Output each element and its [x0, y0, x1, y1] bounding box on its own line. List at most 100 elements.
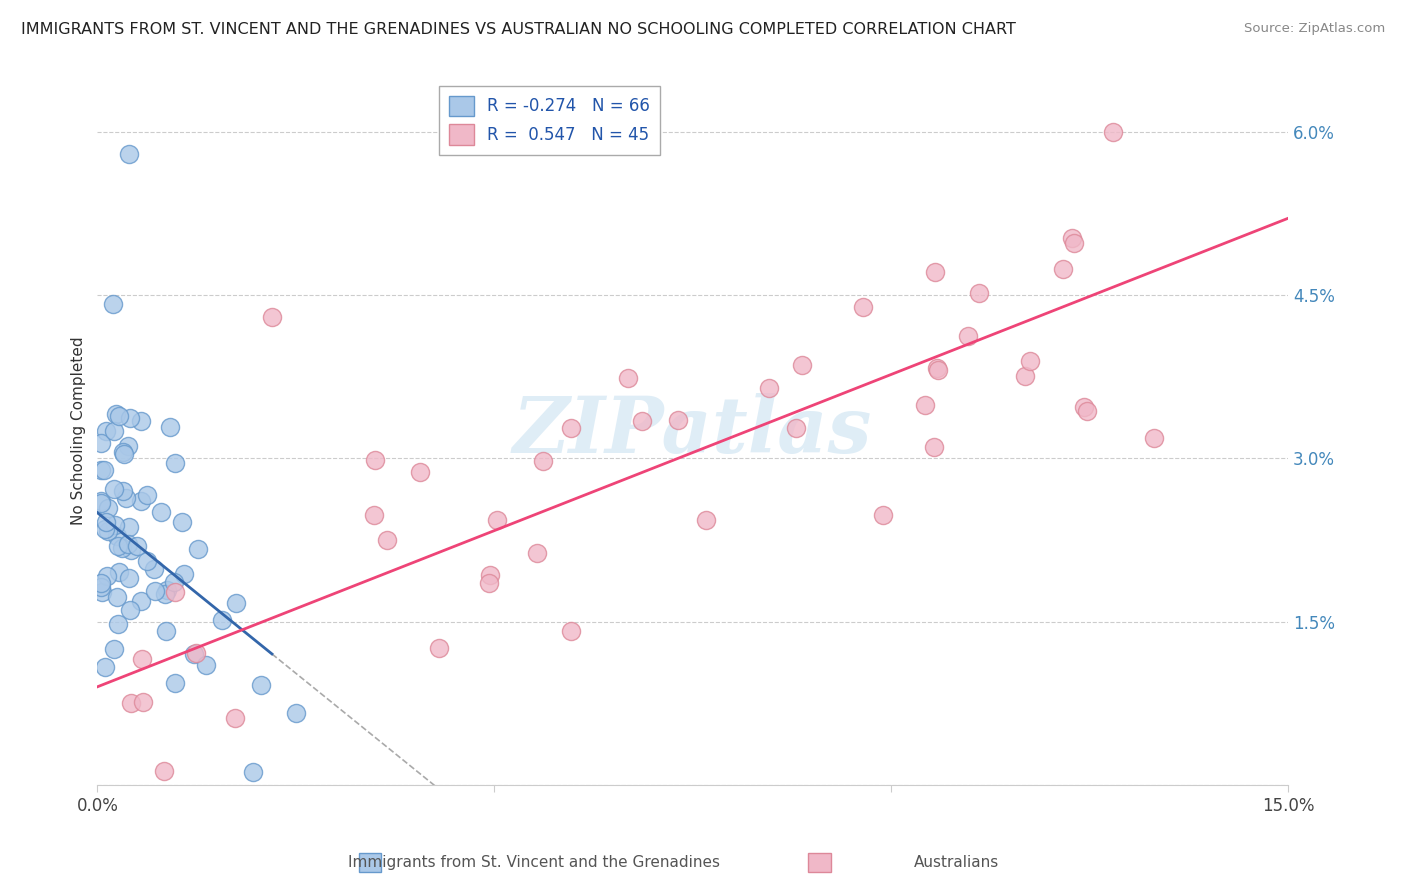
- Point: [103, 642, 125, 657]
- Point: [153, 764, 176, 779]
- Point: [1018, 353, 1040, 368]
- Point: [922, 440, 945, 454]
- Point: [409, 465, 432, 479]
- Point: [924, 265, 946, 279]
- Point: [96, 569, 118, 583]
- Point: [1076, 404, 1098, 418]
- Point: [1143, 432, 1166, 446]
- Point: [118, 146, 141, 161]
- Point: [785, 421, 807, 435]
- Point: [927, 361, 949, 376]
- Point: [117, 536, 139, 550]
- Point: [120, 543, 142, 558]
- Point: [914, 398, 936, 412]
- Point: [131, 651, 153, 665]
- Point: [150, 505, 173, 519]
- Point: [155, 624, 177, 639]
- Point: [107, 616, 129, 631]
- Y-axis label: No Schooling Completed: No Schooling Completed: [72, 337, 86, 525]
- Point: [927, 363, 949, 377]
- Point: [183, 647, 205, 661]
- Point: [1063, 236, 1085, 251]
- Point: [617, 370, 640, 384]
- Point: [967, 286, 990, 301]
- Point: [364, 452, 387, 467]
- Point: [479, 567, 502, 582]
- Point: [143, 583, 166, 598]
- Point: [135, 554, 157, 568]
- Point: [1073, 401, 1095, 415]
- Text: ZIPatlas: ZIPatlas: [513, 392, 872, 469]
- Point: [172, 515, 194, 529]
- Point: [90, 463, 112, 477]
- Point: [97, 500, 120, 515]
- Point: [666, 413, 689, 427]
- Point: [90, 576, 112, 591]
- Point: [120, 696, 142, 710]
- Point: [165, 676, 187, 690]
- Point: [1014, 369, 1036, 384]
- Point: [111, 445, 134, 459]
- Point: [155, 587, 177, 601]
- Point: [284, 706, 307, 720]
- Point: [560, 624, 582, 639]
- Point: [112, 447, 135, 461]
- Point: [118, 603, 141, 617]
- Legend: R = -0.274   N = 66, R =  0.547   N = 45: R = -0.274 N = 66, R = 0.547 N = 45: [439, 86, 661, 155]
- Point: [91, 585, 114, 599]
- Point: [485, 513, 508, 527]
- Point: [1052, 262, 1074, 277]
- Point: [107, 539, 129, 553]
- Point: [104, 517, 127, 532]
- Point: [108, 565, 131, 579]
- Point: [118, 519, 141, 533]
- Point: [97, 524, 120, 539]
- Point: [129, 414, 152, 428]
- Point: [478, 575, 501, 590]
- Point: [103, 482, 125, 496]
- Point: [94, 515, 117, 529]
- Point: [131, 594, 153, 608]
- Point: [852, 300, 875, 314]
- Point: [956, 329, 979, 343]
- Point: [101, 296, 124, 310]
- Point: [125, 539, 148, 553]
- Text: Source: ZipAtlas.com: Source: ZipAtlas.com: [1244, 22, 1385, 36]
- Point: [103, 424, 125, 438]
- Point: [120, 411, 142, 425]
- Point: [94, 424, 117, 438]
- Point: [118, 571, 141, 585]
- Point: [135, 487, 157, 501]
- Point: [242, 765, 264, 780]
- Point: [90, 494, 112, 508]
- Point: [260, 310, 283, 324]
- Point: [695, 513, 717, 527]
- Point: [163, 456, 186, 470]
- Point: [630, 414, 652, 428]
- Point: [105, 529, 128, 543]
- Point: [114, 491, 136, 505]
- Point: [93, 463, 115, 477]
- Point: [117, 439, 139, 453]
- Point: [224, 711, 246, 725]
- Point: [531, 454, 554, 468]
- Point: [163, 574, 186, 589]
- Point: [560, 421, 582, 435]
- Point: [90, 496, 112, 510]
- Point: [111, 483, 134, 498]
- Point: [108, 409, 131, 423]
- Point: [163, 584, 186, 599]
- Point: [104, 407, 127, 421]
- Point: [186, 646, 208, 660]
- Text: Immigrants from St. Vincent and the Grenadines: Immigrants from St. Vincent and the Gren…: [349, 855, 720, 870]
- Point: [94, 522, 117, 536]
- Point: [1102, 125, 1125, 139]
- Point: [792, 358, 814, 372]
- Point: [156, 582, 179, 597]
- Point: [1062, 231, 1084, 245]
- Point: [363, 508, 385, 522]
- Point: [131, 694, 153, 708]
- Point: [129, 493, 152, 508]
- Text: Australians: Australians: [914, 855, 998, 870]
- Point: [173, 567, 195, 582]
